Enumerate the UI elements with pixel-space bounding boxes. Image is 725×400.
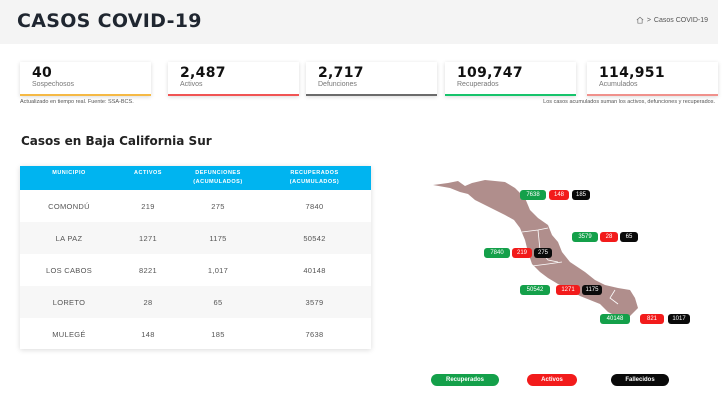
card-activos: 2,487 Activos (168, 62, 299, 96)
card-acumulados: 114,951 Acumulados (587, 62, 718, 96)
bcs-map: 7638 148 185 3579 28 65 7840 219 275 505… (430, 180, 690, 325)
home-icon[interactable] (636, 16, 644, 24)
table-row: LORETO 28 65 3579 (20, 286, 371, 318)
card-recuperados: 109,747 Recuperados (445, 62, 576, 96)
section-title: Casos en Baja California Sur (21, 134, 212, 148)
card-value: 114,951 (599, 65, 665, 81)
card-label: Sospechosos (32, 81, 75, 88)
cell-activos: 148 (141, 329, 155, 339)
card-accent-bar (306, 94, 437, 96)
table-row: COMONDÚ 219 275 7840 (20, 190, 371, 222)
badge-mulege-activos: 148 (549, 190, 569, 200)
card-sospechosos: 40 Sospechosos (20, 62, 151, 96)
cell-municipio: COMONDÚ (48, 201, 90, 211)
cell-activos: 219 (141, 201, 155, 211)
legend-recuperados: Recuperados (431, 374, 499, 386)
badge-comondu-recuperados: 7840 (484, 248, 510, 258)
card-label: Activos (180, 81, 203, 88)
badge-comondu-fallecidos: 275 (534, 248, 552, 258)
card-label: Acumulados (599, 81, 638, 88)
cell-activos: 28 (143, 297, 153, 307)
table-header: MUNICIPIO ACTIVOS DEFUNCIONES (ACUMULADOS… (20, 166, 371, 190)
cell-recuperados: 40148 (303, 265, 326, 275)
badge-loscabos-activos: 821 (640, 314, 664, 324)
badge-mulege-fallecidos: 185 (572, 190, 590, 200)
badge-loscabos-recuperados: 40148 (600, 314, 630, 324)
cell-municipio: MULEGÉ (52, 329, 86, 339)
card-value: 2,717 (318, 65, 364, 81)
cell-defunciones: 65 (213, 297, 223, 307)
cell-defunciones: 1,017 (207, 265, 229, 275)
table-row: MULEGÉ 148 185 7638 (20, 318, 371, 350)
table-body: COMONDÚ 219 275 7840 LA PAZ 1271 1175 50… (20, 190, 371, 350)
municipios-table: MUNICIPIO ACTIVOS DEFUNCIONES (ACUMULADOS… (20, 166, 371, 349)
card-value: 109,747 (457, 65, 523, 81)
cell-activos: 1271 (139, 233, 157, 243)
cell-municipio: LOS CABOS (45, 265, 93, 275)
card-label: Defunciones (318, 81, 357, 88)
badge-mulege-recuperados: 7638 (520, 190, 546, 200)
cell-municipio: LA PAZ (55, 233, 83, 243)
legend-fallecidos: Fallecidos (611, 374, 669, 386)
cell-recuperados: 50542 (303, 233, 326, 243)
column-header-defunciones: DEFUNCIONES (ACUMULADOS) (193, 170, 243, 185)
cell-recuperados: 7638 (305, 329, 324, 339)
cell-recuperados: 7840 (305, 201, 324, 211)
cell-defunciones: 185 (211, 329, 225, 339)
column-header-recuperados: RECUPERADOS (ACUMULADOS) (289, 170, 340, 185)
breadcrumb-current: Casos COVID-19 (653, 16, 708, 24)
breadcrumb: > Casos COVID-19 (636, 16, 708, 24)
badge-lapaz-activos: 1271 (556, 285, 580, 295)
card-defunciones: 2,717 Defunciones (306, 62, 437, 96)
badge-lapaz-fallecidos: 1175 (582, 285, 602, 295)
card-accent-bar (168, 94, 299, 96)
breadcrumb-separator: > (646, 16, 651, 24)
card-accent-bar (445, 94, 576, 96)
badge-comondu-activos: 219 (512, 248, 532, 258)
table-row: LOS CABOS 8221 1,017 40148 (20, 254, 371, 286)
badge-lapaz-recuperados: 50542 (520, 285, 550, 295)
card-value: 2,487 (180, 65, 226, 81)
card-accent-bar (587, 94, 718, 96)
cell-recuperados: 3579 (305, 297, 324, 307)
column-header-activos: ACTIVOS (134, 170, 162, 176)
page-header: CASOS COVID-19 > Casos COVID-19 (0, 0, 718, 44)
card-accent-bar (20, 94, 151, 96)
card-label: Recuperados (457, 81, 499, 88)
page-title: CASOS COVID-19 (17, 10, 202, 32)
badge-loreto-recuperados: 3579 (572, 232, 598, 242)
badge-loscabos-fallecidos: 1017 (668, 314, 690, 324)
column-header-municipio: MUNICIPIO (52, 170, 86, 176)
badge-loreto-activos: 28 (600, 232, 618, 242)
card-value: 40 (32, 65, 53, 81)
cell-defunciones: 1175 (209, 233, 227, 243)
cell-defunciones: 275 (211, 201, 225, 211)
source-note: Actualizado en tiempo real. Fuente: SSA-… (20, 99, 134, 105)
legend-activos: Activos (527, 374, 577, 386)
stats-cards: 40 Sospechosos 2,487 Activos 2,717 Defun… (20, 62, 720, 96)
cell-activos: 8221 (139, 265, 157, 275)
badge-loreto-fallecidos: 65 (620, 232, 638, 242)
cell-municipio: LORETO (52, 297, 86, 307)
table-row: LA PAZ 1271 1175 50542 (20, 222, 371, 254)
accumulated-note: Los casos acumulados suman los activos, … (543, 99, 715, 105)
